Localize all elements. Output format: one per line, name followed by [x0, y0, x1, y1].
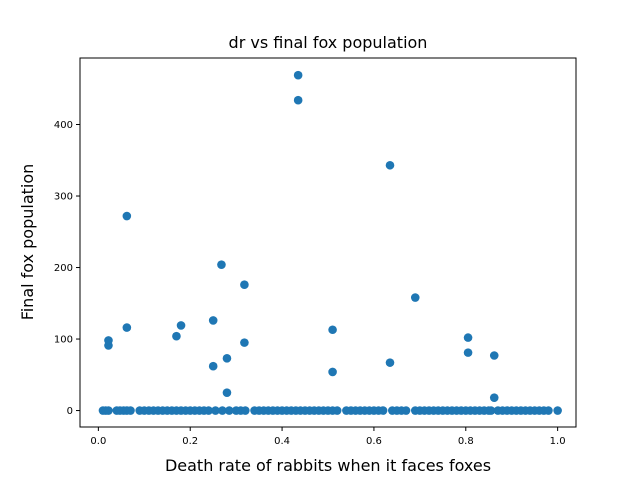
data-point	[172, 331, 181, 341]
x-axis-label: Death rate of rabbits when it faces foxe…	[165, 456, 491, 475]
data-point	[385, 160, 395, 170]
data-point	[222, 388, 232, 397]
data-point	[122, 323, 132, 332]
data-point	[126, 406, 135, 415]
x-tick-label: 0.0	[90, 436, 106, 447]
data-point	[489, 393, 499, 402]
data-points	[98, 70, 562, 415]
data-point	[489, 351, 499, 360]
x-tick-label: 1.0	[550, 436, 566, 447]
x-tick-label: 0.2	[182, 436, 198, 447]
data-point	[378, 406, 388, 415]
data-point	[176, 321, 186, 330]
data-point	[217, 260, 226, 269]
data-point	[208, 316, 218, 325]
data-point	[204, 406, 213, 415]
x-tick-label: 0.6	[366, 436, 382, 447]
data-point	[104, 336, 113, 345]
data-point	[328, 367, 337, 377]
data-point	[104, 406, 113, 415]
chart-title: dr vs final fox population	[229, 33, 428, 52]
y-axis-ticks: 0 100 200 300 400	[54, 120, 80, 417]
data-point	[332, 406, 342, 415]
data-point	[463, 348, 473, 357]
data-point	[240, 280, 249, 289]
x-tick-label: 0.4	[274, 436, 290, 447]
y-tick-label: 400	[54, 120, 73, 131]
data-point	[410, 293, 420, 302]
y-tick-label: 200	[54, 263, 73, 274]
y-tick-label: 300	[54, 192, 73, 203]
data-point	[241, 406, 250, 415]
x-axis-ticks: 0.0 0.2 0.4 0.6 0.8 1.0	[90, 427, 566, 447]
data-point	[401, 406, 411, 415]
data-point	[240, 338, 249, 347]
data-point	[293, 95, 303, 105]
y-axis-label: Final fox population	[18, 164, 37, 321]
data-point	[224, 406, 234, 415]
data-point	[122, 211, 132, 221]
x-tick-label: 0.8	[458, 436, 474, 447]
data-point	[544, 406, 553, 415]
data-point	[486, 406, 496, 415]
data-point	[463, 333, 473, 342]
data-point	[385, 358, 395, 367]
y-tick-label: 100	[54, 335, 73, 346]
plot-frame	[79, 57, 577, 428]
data-point	[208, 361, 218, 371]
data-point	[211, 406, 220, 415]
data-point	[328, 325, 337, 335]
data-point	[218, 406, 227, 415]
data-point	[293, 70, 303, 80]
y-tick-label: 0	[67, 406, 73, 417]
data-point	[222, 354, 232, 363]
data-point	[553, 406, 562, 415]
